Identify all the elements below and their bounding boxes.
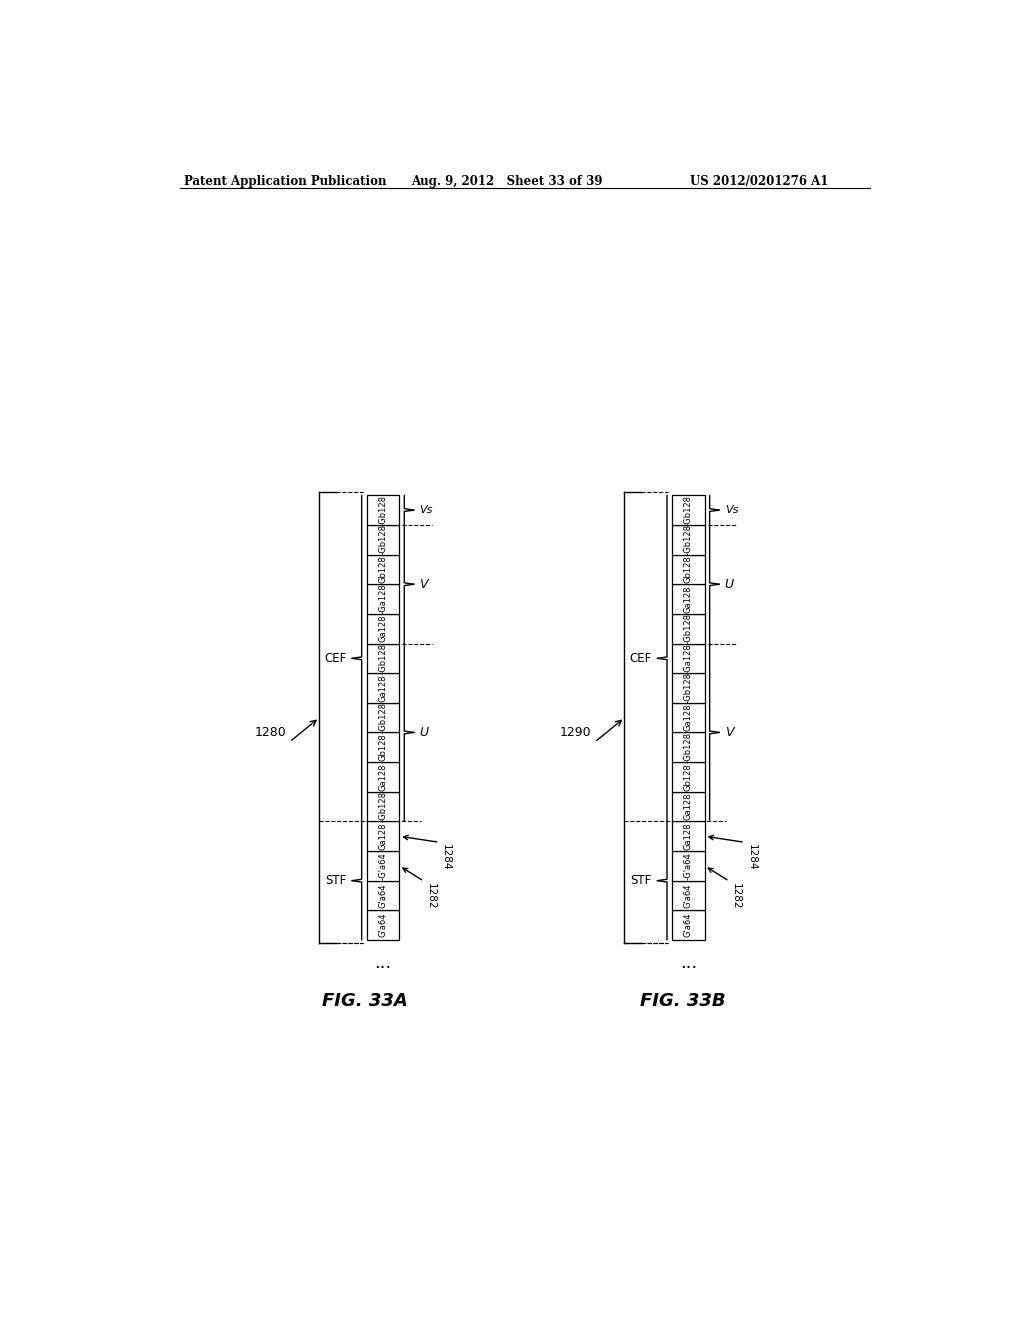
Text: -G'a64: -G'a64 (684, 851, 693, 879)
Bar (672, 644, 705, 673)
Text: US 2012/0201276 A1: US 2012/0201276 A1 (690, 176, 828, 189)
Text: CEF: CEF (630, 652, 652, 665)
Text: G'a64: G'a64 (379, 913, 387, 937)
Text: V: V (420, 578, 428, 591)
Text: -Ga128: -Ga128 (379, 583, 387, 614)
Text: FIG. 33B: FIG. 33B (640, 993, 725, 1010)
Bar (367, 733, 399, 762)
Bar (672, 702, 705, 733)
Bar (672, 911, 705, 940)
Text: Gb128: Gb128 (379, 734, 387, 762)
Text: G'a64: G'a64 (684, 913, 693, 937)
Text: -Gb128: -Gb128 (684, 731, 693, 763)
Bar (367, 792, 399, 821)
Text: Patent Application Publication: Patent Application Publication (183, 176, 386, 189)
Bar (672, 614, 705, 644)
Bar (367, 554, 399, 585)
Bar (367, 614, 399, 644)
Text: Gb128: Gb128 (684, 763, 693, 791)
Text: -Gb128: -Gb128 (684, 524, 693, 556)
Text: -Gb128: -Gb128 (684, 614, 693, 644)
Bar (367, 702, 399, 733)
Text: Gb128: Gb128 (379, 556, 387, 583)
Bar (672, 880, 705, 911)
Text: -Gb128: -Gb128 (379, 495, 387, 525)
Text: -Gb128: -Gb128 (379, 702, 387, 733)
Text: -Gb128: -Gb128 (684, 672, 693, 704)
Text: 1282: 1282 (731, 883, 741, 909)
Text: Ga128: Ga128 (684, 793, 693, 820)
Bar (367, 673, 399, 702)
Bar (672, 851, 705, 880)
Text: CEF: CEF (325, 652, 346, 665)
Bar (367, 585, 399, 614)
Bar (672, 585, 705, 614)
Text: Ga128: Ga128 (379, 763, 387, 791)
Text: -G'a64: -G'a64 (379, 851, 387, 879)
Text: 1282: 1282 (426, 883, 435, 909)
Text: Ga128: Ga128 (684, 822, 693, 850)
Bar (367, 495, 399, 525)
Text: V: V (725, 726, 733, 739)
Text: -Gb128: -Gb128 (379, 643, 387, 673)
Bar (672, 673, 705, 702)
Text: Vs: Vs (420, 506, 433, 515)
Text: Ga128: Ga128 (379, 675, 387, 702)
Bar (672, 792, 705, 821)
Bar (672, 525, 705, 554)
Bar (367, 644, 399, 673)
Text: 1284: 1284 (746, 843, 757, 870)
Text: ...: ... (375, 954, 391, 972)
Bar (367, 762, 399, 792)
Bar (367, 911, 399, 940)
Text: -Gb128: -Gb128 (379, 791, 387, 822)
Bar (367, 525, 399, 554)
Text: -Gb128: -Gb128 (379, 524, 387, 556)
Text: Ga128: Ga128 (379, 822, 387, 850)
Bar (672, 821, 705, 851)
Text: 1284: 1284 (441, 843, 452, 870)
Text: U: U (420, 726, 428, 739)
Text: Ga128: Ga128 (379, 615, 387, 643)
Bar (672, 733, 705, 762)
Text: STF: STF (326, 874, 346, 887)
Text: Vs: Vs (725, 506, 738, 515)
Bar (367, 851, 399, 880)
Bar (672, 762, 705, 792)
Text: -Ga128: -Ga128 (684, 643, 693, 673)
Text: 1280: 1280 (254, 726, 286, 739)
Text: ...: ... (680, 954, 697, 972)
Text: Aug. 9, 2012   Sheet 33 of 39: Aug. 9, 2012 Sheet 33 of 39 (411, 176, 602, 189)
Text: G'a64: G'a64 (379, 883, 387, 908)
Text: STF: STF (631, 874, 652, 887)
Text: FIG. 33A: FIG. 33A (322, 993, 408, 1010)
Text: G'a64: G'a64 (684, 883, 693, 908)
Text: -Gb128: -Gb128 (684, 495, 693, 525)
Bar (367, 880, 399, 911)
Text: U: U (725, 578, 734, 591)
Text: 1290: 1290 (560, 726, 592, 739)
Text: Ga128: Ga128 (684, 704, 693, 731)
Bar (672, 554, 705, 585)
Bar (672, 495, 705, 525)
Bar (367, 821, 399, 851)
Text: Ga128: Ga128 (684, 585, 693, 612)
Text: Gb128: Gb128 (684, 556, 693, 583)
